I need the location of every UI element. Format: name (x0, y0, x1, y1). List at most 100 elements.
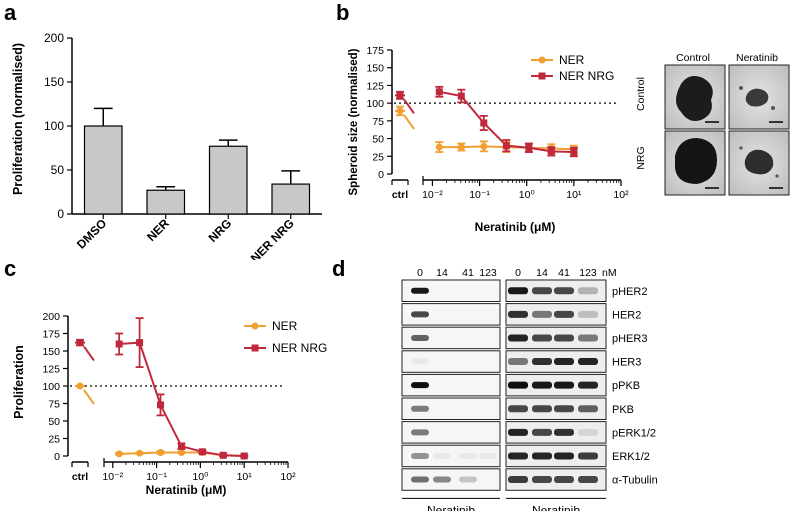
wb-band (532, 405, 552, 413)
series-ctrl-connector (83, 346, 95, 362)
series-marker (240, 452, 248, 460)
wb-protein-label: HER2 (612, 309, 641, 321)
wb-band (433, 476, 451, 483)
series-marker (502, 142, 510, 150)
wb-band (554, 381, 574, 389)
wb-band (578, 358, 598, 366)
a-category-label: NRG (206, 216, 235, 245)
wb-conc-label-right: 0 (515, 267, 521, 279)
c-ylabel: Proliferation (12, 345, 26, 419)
wb-protein-label: pHER3 (612, 333, 647, 345)
ytick-label: 100 (366, 98, 384, 110)
a-ytick-label: 200 (44, 31, 64, 45)
wb-band (554, 358, 574, 366)
wb-band (578, 334, 598, 342)
ytick-label: 150 (366, 63, 384, 75)
series-ctrl-connector (83, 389, 95, 405)
wb-conc-label-right: 14 (536, 267, 548, 279)
ctrl-label: ctrl (72, 471, 88, 483)
xtick-label: 10⁰ (192, 471, 208, 483)
series-marker (198, 448, 206, 456)
image-control-neratinib (728, 64, 790, 130)
legend-label: NER (559, 53, 585, 67)
wb-band (508, 405, 528, 413)
wb-band (578, 428, 598, 436)
b-xlabel: Neratinib (μM) (475, 220, 556, 234)
a-ytick-label: 0 (57, 207, 64, 221)
wb-protein-label: HER3 (612, 357, 641, 369)
wb-protein-label: pERK1/2 (612, 427, 656, 439)
wb-band (508, 334, 528, 342)
wb-band (554, 310, 574, 318)
wb-band (554, 476, 574, 484)
wb-band (508, 358, 528, 366)
series-marker (435, 88, 443, 96)
c-xlabel: Neratinib (μM) (146, 483, 227, 497)
line-chart-c: 0 25 50 75 100 125 150 175 200 ctrl 10⁻² 10⁻¹ 10⁰ 10¹… (12, 311, 327, 497)
series-marker (76, 382, 84, 390)
wb-panel-left (401, 279, 501, 302)
ytick-label: 75 (48, 399, 60, 411)
legend-marker (251, 344, 259, 352)
wb-panel-left (401, 421, 501, 444)
wb-band (508, 381, 528, 389)
wb-protein-label: PKB (612, 404, 634, 416)
line-chart-b: 0 25 50 75 100 125 150 175 ctrl 10⁻² 10⁻¹ 10⁰ 10¹ 10²… (348, 45, 629, 234)
a-bar (146, 189, 186, 215)
panel-label-b: b (336, 0, 350, 25)
series-marker (457, 143, 465, 151)
a-category-label: NER NRG (248, 216, 297, 260)
series-ctrl-connector (403, 98, 415, 114)
wb-band (532, 334, 552, 342)
wb-band (554, 452, 574, 460)
wb-conc-label-left: 123 (479, 267, 497, 279)
series-marker (136, 449, 144, 457)
ytick-label: 25 (372, 151, 384, 163)
wb-band (479, 452, 497, 459)
series-marker (115, 340, 123, 348)
xtick-label: 10⁻¹ (469, 189, 490, 201)
wb-panel-left (401, 326, 501, 350)
wb-conc-label-right: 41 (558, 267, 570, 279)
xtick-label: 10⁻² (422, 189, 443, 201)
wb-band (578, 287, 598, 295)
wb-band (411, 382, 429, 389)
a-bar (83, 125, 123, 215)
image-col-label-control: Control (676, 52, 710, 64)
wb-band (554, 405, 574, 413)
xtick-label: 10⁻¹ (146, 471, 167, 483)
xtick-label: 10⁻² (102, 471, 123, 483)
ytick-label: 50 (48, 416, 60, 428)
series-marker (76, 339, 84, 347)
ytick-label: 200 (42, 311, 60, 323)
a-ytick-label: 150 (44, 75, 64, 89)
wb-conc-label-left: 0 (417, 267, 423, 279)
ytick-label: 175 (42, 329, 60, 341)
legend-marker (251, 322, 259, 330)
western-blot: 0 14 41 123 0 14 41 123 nM pHER2 HER2 pHER3 HER3 pPKB… (400, 262, 791, 516)
wb-band (411, 334, 429, 341)
series-marker (136, 339, 144, 347)
wb-band (508, 428, 528, 436)
a-ylabel: Proliferation (normalised) (11, 43, 25, 195)
series-marker (570, 148, 578, 156)
series-marker (435, 143, 443, 151)
wb-group-label-left: Neratinib (427, 503, 475, 511)
wb-panel-left (401, 303, 501, 326)
series-marker (396, 91, 404, 99)
wb-band (532, 452, 552, 460)
image-nrg-control (664, 130, 726, 196)
legend-marker (538, 56, 546, 64)
wb-band (532, 476, 552, 484)
wb-panel-left (401, 397, 501, 420)
wb-band (411, 476, 429, 483)
legend-marker (538, 72, 546, 80)
wb-band (532, 310, 552, 318)
image-control-control (664, 64, 726, 130)
ytick-label: 25 (48, 434, 60, 446)
wb-band (411, 429, 429, 436)
a-bar (208, 145, 248, 215)
ytick-label: 125 (366, 80, 384, 92)
image-col-label-neratinib: Neratinib (735, 52, 779, 64)
wb-band (508, 310, 528, 318)
